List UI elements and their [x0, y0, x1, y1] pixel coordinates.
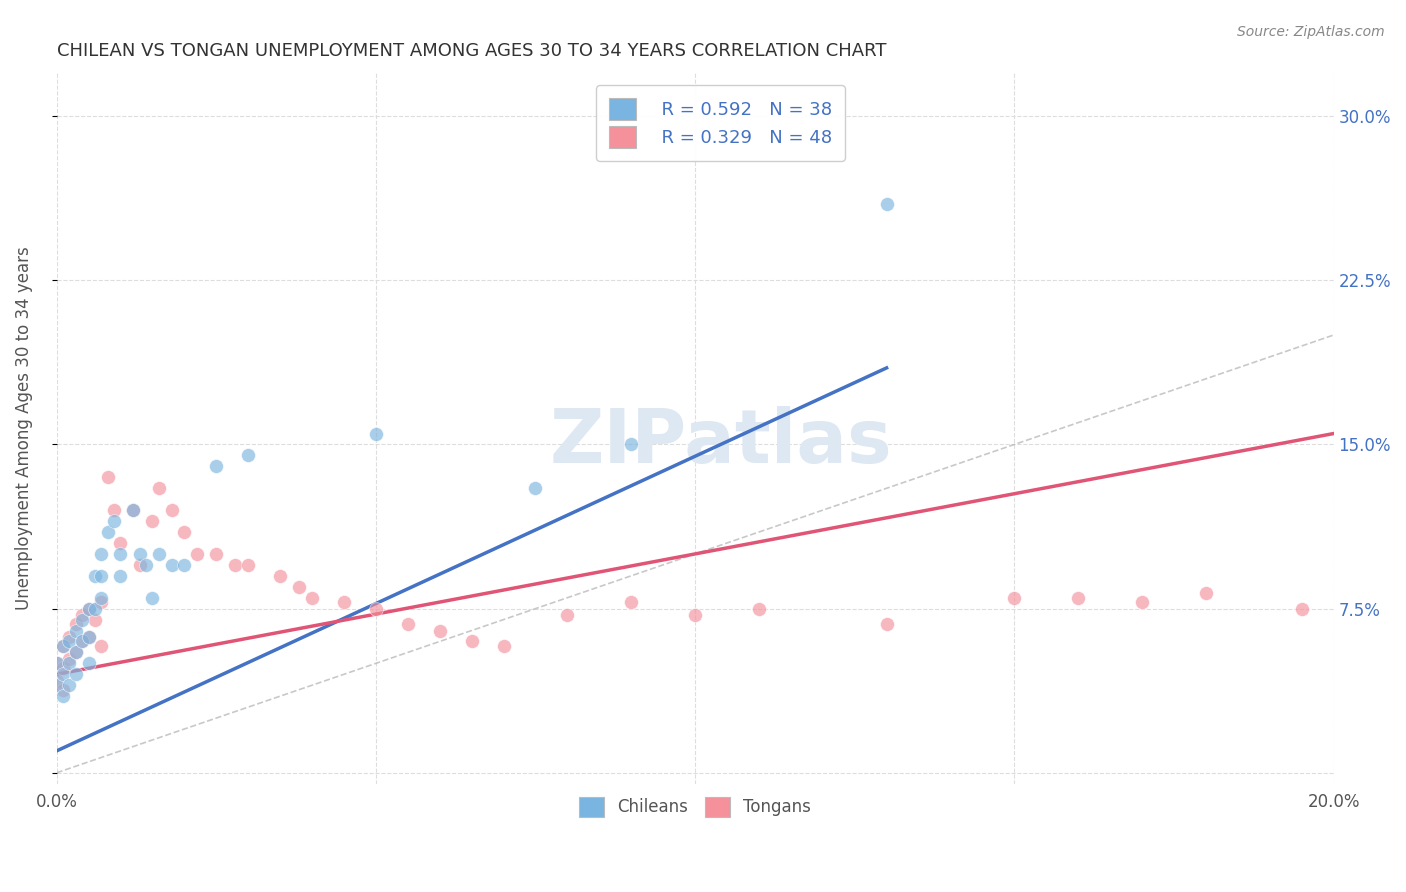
Point — [620, 437, 643, 451]
Point — [205, 459, 228, 474]
Point — [148, 481, 170, 495]
Point — [460, 634, 482, 648]
Point — [77, 657, 100, 671]
Point — [876, 617, 898, 632]
Point — [110, 547, 132, 561]
Point — [52, 661, 75, 675]
Point — [70, 634, 93, 648]
Point — [160, 558, 183, 572]
Point — [103, 503, 125, 517]
Point — [333, 595, 356, 609]
Point — [288, 580, 311, 594]
Point — [1002, 591, 1025, 605]
Point — [65, 667, 87, 681]
Point — [58, 657, 80, 671]
Point — [58, 634, 80, 648]
Point — [1130, 595, 1153, 609]
Point — [236, 449, 259, 463]
Point — [58, 630, 80, 644]
Point — [557, 608, 579, 623]
Point — [128, 558, 150, 572]
Point — [173, 558, 195, 572]
Point — [45, 657, 67, 671]
Point — [103, 514, 125, 528]
Point — [135, 558, 157, 572]
Point — [45, 678, 67, 692]
Point — [58, 652, 80, 666]
Point — [65, 645, 87, 659]
Point — [90, 547, 112, 561]
Point — [205, 547, 228, 561]
Point — [364, 601, 387, 615]
Text: Source: ZipAtlas.com: Source: ZipAtlas.com — [1237, 25, 1385, 39]
Point — [90, 569, 112, 583]
Point — [77, 601, 100, 615]
Point — [45, 673, 67, 688]
Point — [122, 503, 145, 517]
Point — [683, 608, 706, 623]
Point — [77, 601, 100, 615]
Point — [110, 536, 132, 550]
Point — [77, 630, 100, 644]
Point — [524, 481, 547, 495]
Text: ZIPatlas: ZIPatlas — [550, 406, 891, 479]
Point — [45, 657, 67, 671]
Point — [90, 595, 112, 609]
Point — [748, 601, 770, 615]
Point — [876, 196, 898, 211]
Point — [148, 547, 170, 561]
Point — [90, 639, 112, 653]
Point — [364, 426, 387, 441]
Point — [173, 524, 195, 539]
Y-axis label: Unemployment Among Ages 30 to 34 years: Unemployment Among Ages 30 to 34 years — [15, 246, 32, 610]
Point — [70, 613, 93, 627]
Point — [84, 613, 107, 627]
Point — [236, 558, 259, 572]
Point — [141, 591, 163, 605]
Point — [97, 524, 120, 539]
Point — [396, 617, 419, 632]
Point — [52, 639, 75, 653]
Point — [1195, 586, 1218, 600]
Point — [52, 667, 75, 681]
Point — [301, 591, 323, 605]
Point — [128, 547, 150, 561]
Point — [58, 678, 80, 692]
Point — [90, 591, 112, 605]
Point — [160, 503, 183, 517]
Point — [65, 624, 87, 638]
Legend: Chileans, Tongans: Chileans, Tongans — [571, 789, 820, 825]
Point — [492, 639, 515, 653]
Point — [70, 634, 93, 648]
Point — [97, 470, 120, 484]
Point — [141, 514, 163, 528]
Point — [77, 630, 100, 644]
Point — [52, 639, 75, 653]
Point — [52, 689, 75, 703]
Point — [84, 601, 107, 615]
Point — [1291, 601, 1313, 615]
Point — [429, 624, 451, 638]
Point — [620, 595, 643, 609]
Point — [70, 608, 93, 623]
Point — [65, 645, 87, 659]
Point — [122, 503, 145, 517]
Text: CHILEAN VS TONGAN UNEMPLOYMENT AMONG AGES 30 TO 34 YEARS CORRELATION CHART: CHILEAN VS TONGAN UNEMPLOYMENT AMONG AGE… — [56, 42, 886, 60]
Point — [224, 558, 246, 572]
Point — [52, 682, 75, 697]
Point — [269, 569, 291, 583]
Point — [186, 547, 208, 561]
Point — [1067, 591, 1090, 605]
Point — [110, 569, 132, 583]
Point — [84, 569, 107, 583]
Point — [65, 617, 87, 632]
